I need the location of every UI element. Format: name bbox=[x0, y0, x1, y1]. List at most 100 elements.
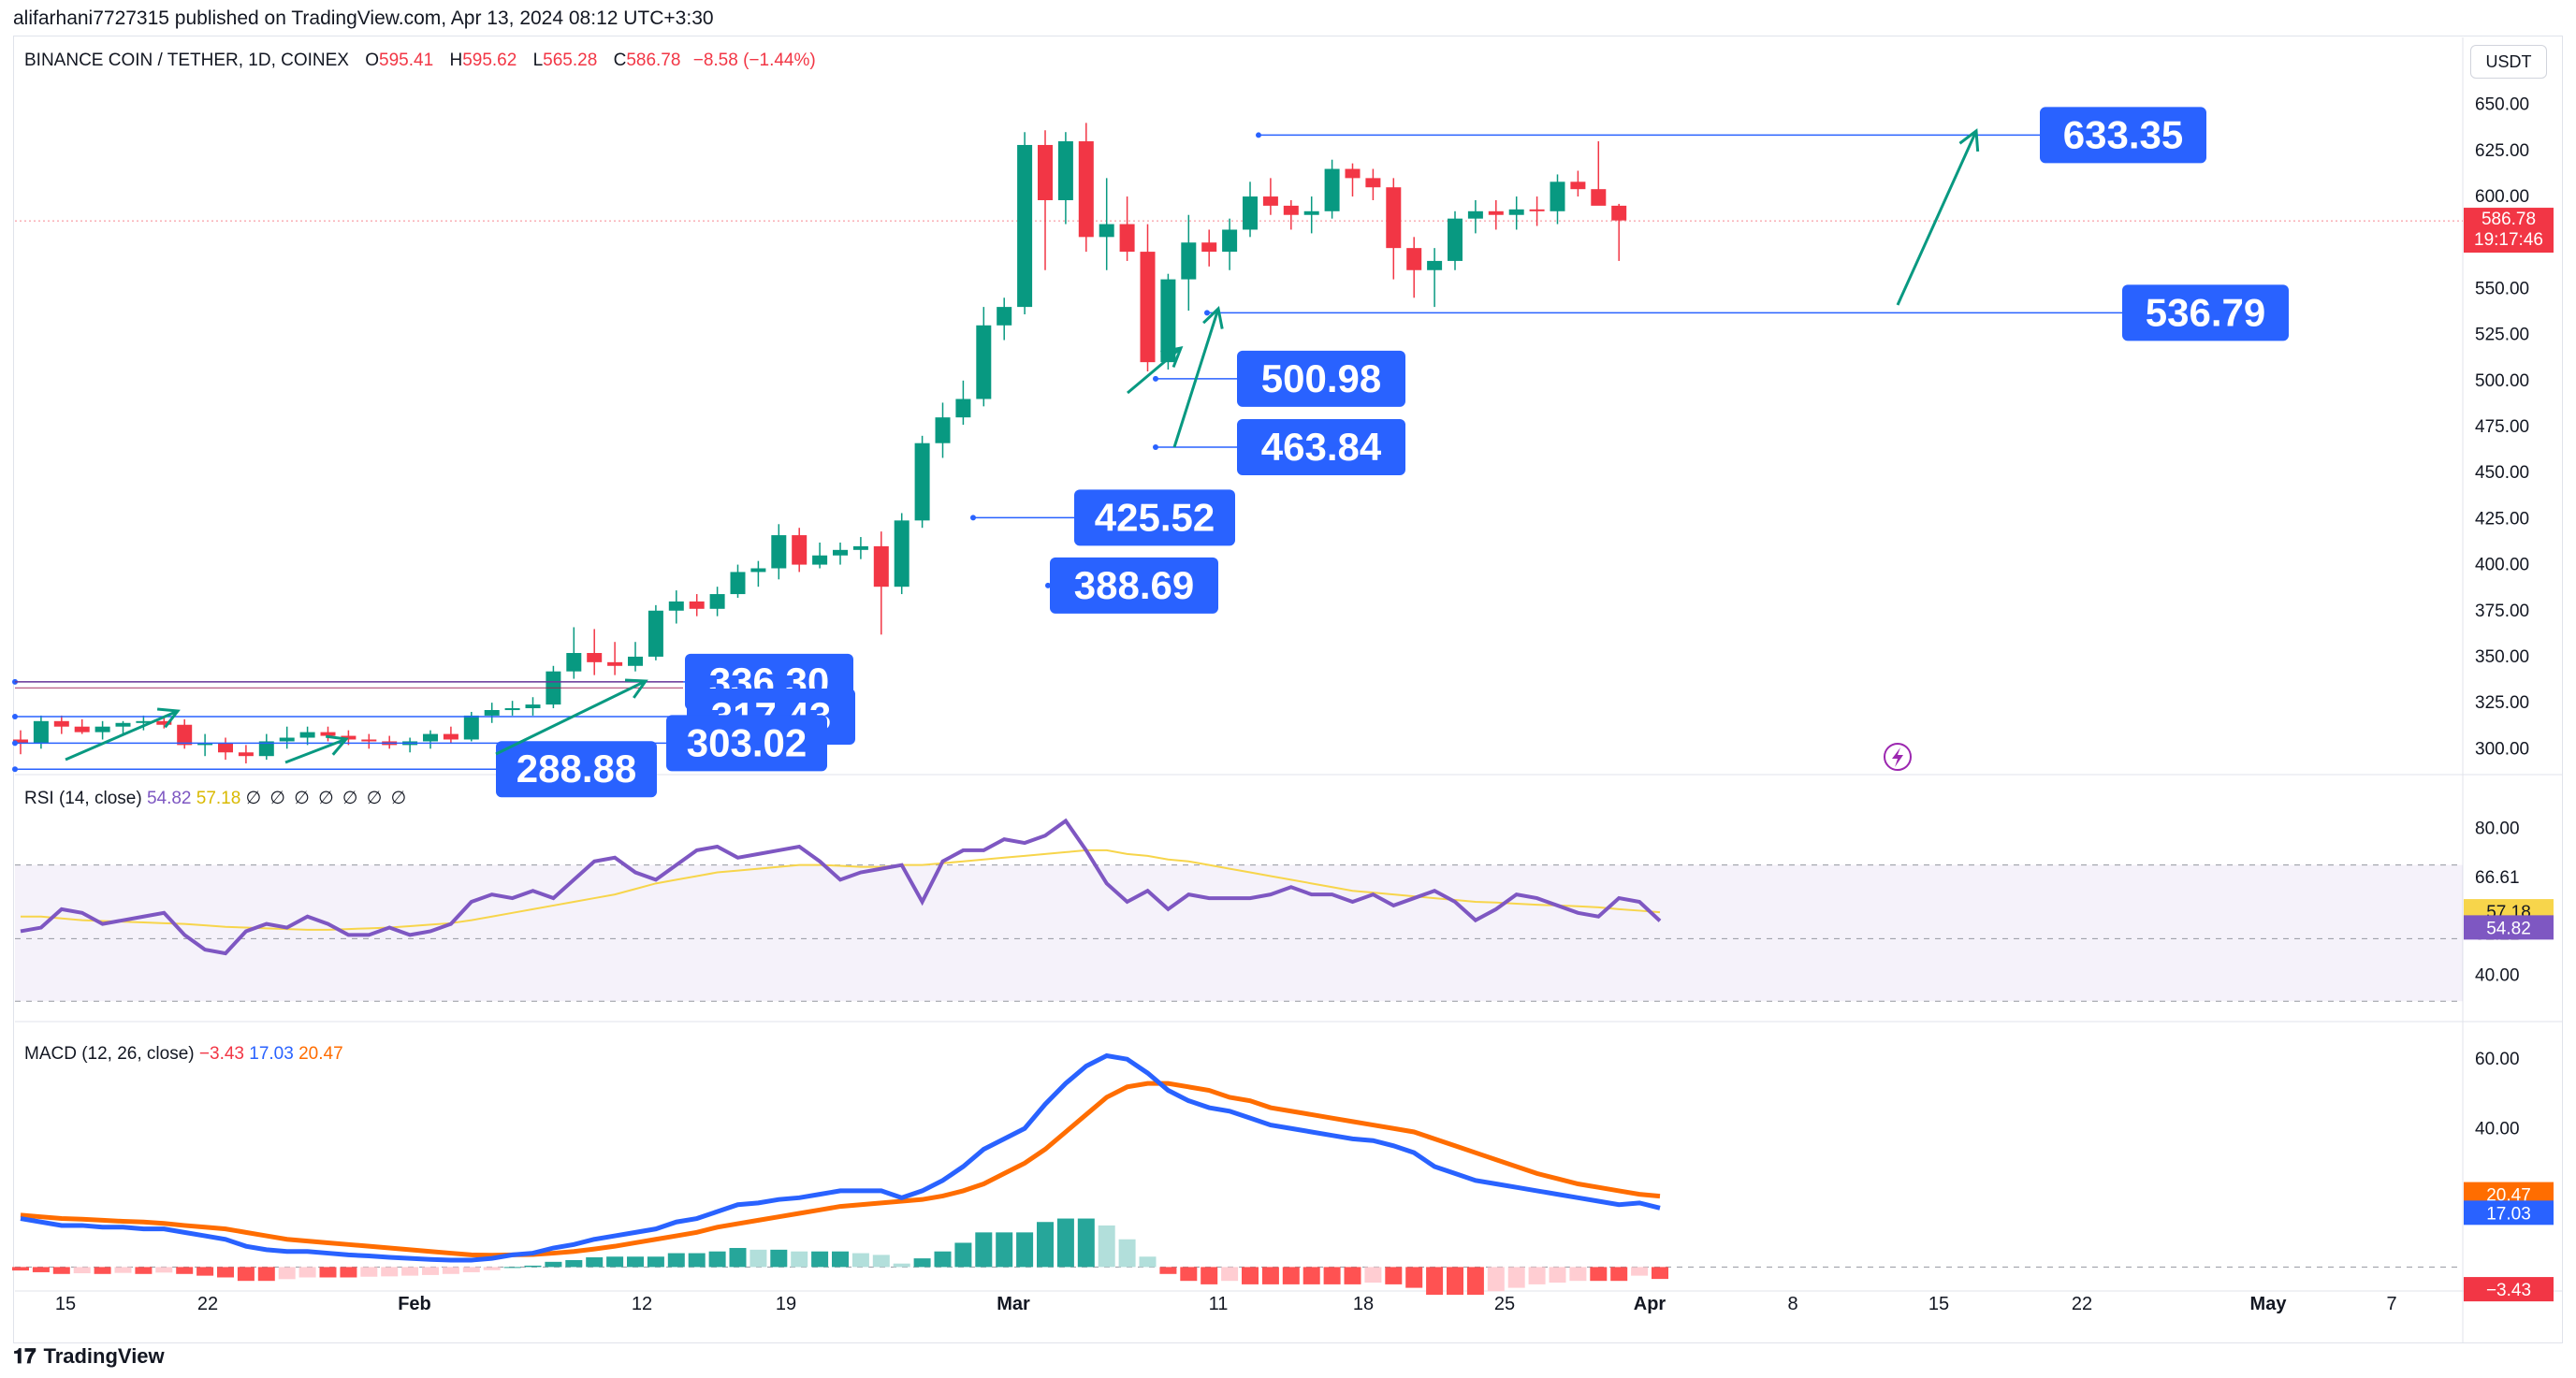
macd-histogram-bar bbox=[1528, 1267, 1546, 1284]
macd-histogram-bar bbox=[975, 1232, 993, 1268]
rsi-value-tag-label: 54.82 bbox=[2486, 919, 2531, 938]
candle-body bbox=[1467, 210, 1483, 219]
macd-histogram-bar bbox=[1098, 1225, 1115, 1268]
lightning-icon[interactable] bbox=[1884, 743, 1912, 771]
change-value: −8.58 (−1.44%) bbox=[692, 51, 816, 70]
macd-histogram-bar bbox=[1610, 1267, 1628, 1282]
trend-arrow-head bbox=[624, 678, 648, 699]
x-tick-label: Mar bbox=[997, 1294, 1030, 1314]
macd-hist-tag-label: −3.43 bbox=[2486, 1281, 2531, 1300]
macd-line bbox=[20, 1052, 1661, 1263]
x-tick-label: 15 bbox=[1928, 1294, 1949, 1314]
macd-value-tag-label: 17.03 bbox=[2486, 1204, 2531, 1224]
candle-body bbox=[1427, 260, 1443, 270]
candle-body bbox=[1365, 178, 1381, 188]
macd-histogram-bar bbox=[872, 1255, 890, 1268]
rsi-legend[interactable]: RSI (14, close) 54.82 57.18 ∅ ∅ ∅ ∅ ∅ ∅ … bbox=[24, 788, 408, 809]
x-tick-label: 11 bbox=[1209, 1294, 1229, 1314]
price-annotation-label: 633.35 bbox=[2063, 112, 2183, 156]
close-value: 586.78 bbox=[626, 51, 681, 70]
macd-histogram-bar bbox=[176, 1267, 194, 1274]
macd-histogram-bar bbox=[462, 1267, 480, 1272]
macd-histogram-bar bbox=[114, 1267, 132, 1273]
candle-body bbox=[443, 733, 458, 740]
candle-body bbox=[935, 417, 951, 443]
last-price-label: 586.78 bbox=[2481, 210, 2536, 229]
macd-histogram-bar bbox=[442, 1267, 459, 1274]
candle-body bbox=[1591, 189, 1607, 206]
macd-histogram-bar bbox=[688, 1253, 706, 1268]
open-label: O bbox=[365, 51, 380, 70]
price-tick-label: 525.00 bbox=[2475, 326, 2529, 345]
level-anchor bbox=[12, 740, 18, 747]
candle-body bbox=[976, 325, 992, 399]
symbol-name[interactable]: BINANCE COIN / TETHER, 1D, COINEX bbox=[24, 51, 349, 70]
macd-histogram-bar bbox=[524, 1265, 542, 1268]
x-tick-label: 22 bbox=[197, 1294, 218, 1314]
macd-histogram-bar bbox=[832, 1251, 849, 1268]
x-tick-label: May bbox=[2250, 1294, 2288, 1314]
level-anchor bbox=[970, 515, 976, 521]
price-annotation-box bbox=[2122, 284, 2289, 341]
rsi-tick-label: 40.00 bbox=[2475, 966, 2520, 986]
rsi-ma-line bbox=[21, 849, 1661, 931]
price-annotation-box bbox=[1074, 489, 1235, 546]
candle-body bbox=[852, 545, 868, 550]
macd-histogram-bar bbox=[422, 1267, 439, 1275]
macd-histogram-bar bbox=[52, 1267, 70, 1274]
currency-button[interactable]: USDT bbox=[2470, 45, 2547, 79]
candle-body bbox=[156, 720, 172, 725]
price-tick-label: 325.00 bbox=[2475, 693, 2529, 713]
candle-body bbox=[689, 601, 705, 609]
candle-body bbox=[1508, 209, 1524, 215]
price-annotation-box bbox=[666, 715, 827, 772]
candle-body bbox=[648, 610, 663, 657]
macd-histogram-bar bbox=[1590, 1267, 1608, 1282]
level-anchor bbox=[1204, 310, 1210, 316]
macd-histogram-bar bbox=[811, 1251, 829, 1268]
candle-body bbox=[1099, 224, 1114, 238]
price-tick-label: 425.00 bbox=[2475, 509, 2529, 529]
candle-body bbox=[218, 743, 233, 753]
candle-body bbox=[361, 739, 377, 742]
macd-histogram-bar bbox=[1159, 1267, 1177, 1274]
macd-histogram-bar bbox=[340, 1267, 357, 1278]
macd-histogram-bar bbox=[565, 1259, 583, 1268]
price-annotation-box bbox=[2040, 107, 2206, 164]
x-tick-label: 7 bbox=[2386, 1294, 2396, 1314]
price-annotation-box bbox=[1237, 350, 1405, 407]
candle-body bbox=[1038, 144, 1053, 200]
candle-body bbox=[1243, 196, 1258, 230]
trend-arrow bbox=[1896, 130, 1978, 306]
candle-body bbox=[177, 724, 193, 746]
macd-signal-line bbox=[20, 1081, 1661, 1258]
macd-histogram-bar bbox=[1139, 1256, 1157, 1268]
high-value: 595.62 bbox=[462, 51, 517, 70]
macd-histogram-bar bbox=[1303, 1267, 1320, 1284]
macd-histogram-bar bbox=[381, 1267, 399, 1277]
macd-histogram-bar bbox=[483, 1267, 501, 1270]
candle-body bbox=[1488, 210, 1504, 215]
price-annotation-box bbox=[496, 741, 657, 798]
level-anchor bbox=[12, 766, 18, 773]
footer-logo[interactable]: 𝟏𝟕 TradingView bbox=[13, 1344, 165, 1369]
macd-legend[interactable]: MACD (12, 26, close) −3.43 17.03 20.47 bbox=[24, 1044, 343, 1065]
candle-body bbox=[1181, 242, 1197, 280]
macd-histogram-bar bbox=[360, 1267, 378, 1277]
macd-legend-signal: 20.47 bbox=[298, 1044, 343, 1064]
symbol-header: BINANCE COIN / TETHER, 1D, COINEX O595.4… bbox=[24, 51, 816, 71]
macd-histogram-bar bbox=[996, 1232, 1013, 1268]
macd-histogram-bar bbox=[893, 1263, 910, 1268]
candle-body bbox=[484, 710, 500, 716]
candle-body bbox=[833, 549, 848, 556]
macd-histogram-bar bbox=[770, 1249, 788, 1268]
high-label: H bbox=[449, 51, 463, 70]
candle-body bbox=[894, 520, 910, 587]
candle-body bbox=[792, 535, 808, 565]
rsi-tick-label: 80.00 bbox=[2475, 819, 2520, 838]
macd-histogram-bar bbox=[196, 1267, 214, 1276]
macd-histogram-bar bbox=[851, 1253, 869, 1268]
macd-histogram-bar bbox=[155, 1267, 173, 1273]
macd-histogram-bar bbox=[647, 1256, 664, 1268]
